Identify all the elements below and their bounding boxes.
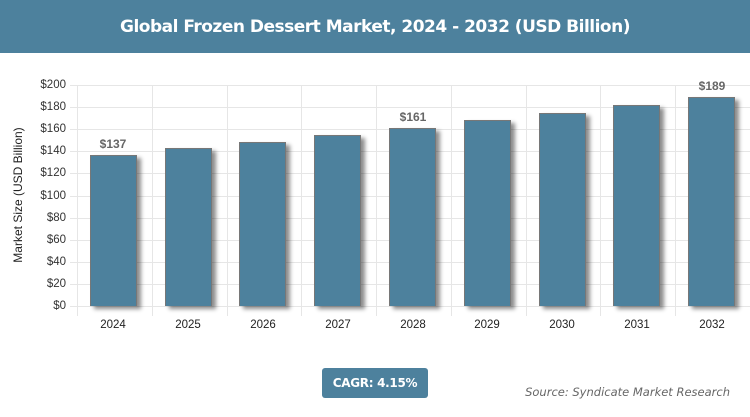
gridline-vertical <box>227 85 228 316</box>
gridline-vertical <box>526 85 527 316</box>
chart-header: Global Frozen Dessert Market, 2024 - 203… <box>0 0 750 53</box>
x-tick-label: 2029 <box>474 319 500 331</box>
y-tick-label: $40 <box>46 256 66 268</box>
gridline-vertical <box>77 85 78 316</box>
cagr-badge: CAGR: 4.15% <box>322 368 428 398</box>
gridline-horizontal <box>70 306 750 307</box>
bar-2032[interactable] <box>688 97 735 306</box>
gridline-vertical <box>600 85 601 316</box>
x-tick-label: 2024 <box>100 319 126 331</box>
chart-title: Global Frozen Dessert Market, 2024 - 203… <box>120 16 630 37</box>
y-tick-label: $180 <box>40 101 66 113</box>
gridline-vertical <box>152 85 153 316</box>
bar-2029[interactable] <box>464 120 511 306</box>
bar-2030[interactable] <box>539 113 586 306</box>
data-label-2028: $161 <box>399 110 427 124</box>
x-tick-label: 2027 <box>325 319 351 331</box>
gridline-vertical <box>301 85 302 316</box>
y-tick-label: $0 <box>53 300 66 312</box>
gridline-horizontal <box>70 107 750 108</box>
y-tick-label: $80 <box>46 212 66 224</box>
gridline-vertical <box>675 85 676 316</box>
x-tick-label: 2025 <box>175 319 201 331</box>
bar-2024[interactable] <box>90 155 137 306</box>
bar-2031[interactable] <box>613 105 660 306</box>
bar-chart: Market Size (USD Billion) $0 $20 $40 $60 $80… <box>11 79 750 331</box>
gridline-vertical <box>451 85 452 316</box>
x-tick-label: 2028 <box>400 319 426 331</box>
gridline-horizontal <box>70 85 750 86</box>
data-label-2032: $189 <box>698 79 726 93</box>
bar-2028[interactable] <box>389 128 436 306</box>
y-tick-label: $100 <box>40 190 66 202</box>
x-tick-label: 2032 <box>699 319 725 331</box>
y-tick-label: $200 <box>40 79 66 91</box>
y-tick-label: $120 <box>40 167 66 179</box>
data-label-2024: $137 <box>99 137 127 151</box>
y-axis-label: Market Size (USD Billion) <box>11 127 25 263</box>
x-tick-label: 2031 <box>624 319 650 331</box>
x-tick-label: 2026 <box>250 319 276 331</box>
x-tick-label: 2030 <box>549 319 575 331</box>
y-tick-label: $60 <box>46 234 66 246</box>
gridline-vertical <box>376 85 377 316</box>
bar-2027[interactable] <box>314 135 361 306</box>
bar-2026[interactable] <box>239 142 286 306</box>
y-tick-label: $20 <box>46 278 66 290</box>
y-tick-label: $140 <box>40 145 66 157</box>
bar-2025[interactable] <box>165 148 212 306</box>
source-note: Source: Syndicate Market Research <box>525 385 730 399</box>
y-tick-label: $160 <box>40 123 66 135</box>
